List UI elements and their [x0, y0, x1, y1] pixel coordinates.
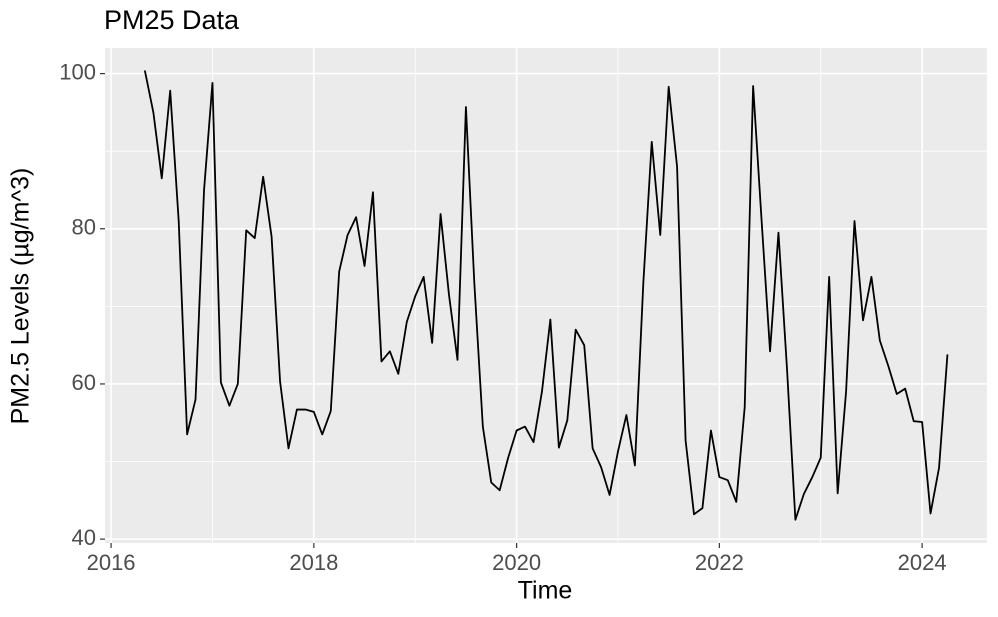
- data-line: [143, 70, 949, 521]
- y-tick-label: 80: [72, 215, 96, 240]
- x-tick-label: 2022: [695, 550, 744, 575]
- chart-title: PM25 Data: [104, 5, 240, 35]
- x-tick-label: 2016: [87, 550, 136, 575]
- y-tick-label: 60: [72, 370, 96, 395]
- y-axis-label: PM2.5 Levels (µg/m^3): [7, 168, 35, 425]
- y-tick-label: 100: [59, 59, 96, 84]
- y-tick-label: 40: [72, 525, 96, 550]
- x-tick-label: 2018: [289, 550, 338, 575]
- x-axis-label: Time: [518, 577, 573, 605]
- panel: [105, 48, 987, 543]
- x-tick-label: 2020: [492, 550, 541, 575]
- x-tick-label: 2024: [898, 550, 947, 575]
